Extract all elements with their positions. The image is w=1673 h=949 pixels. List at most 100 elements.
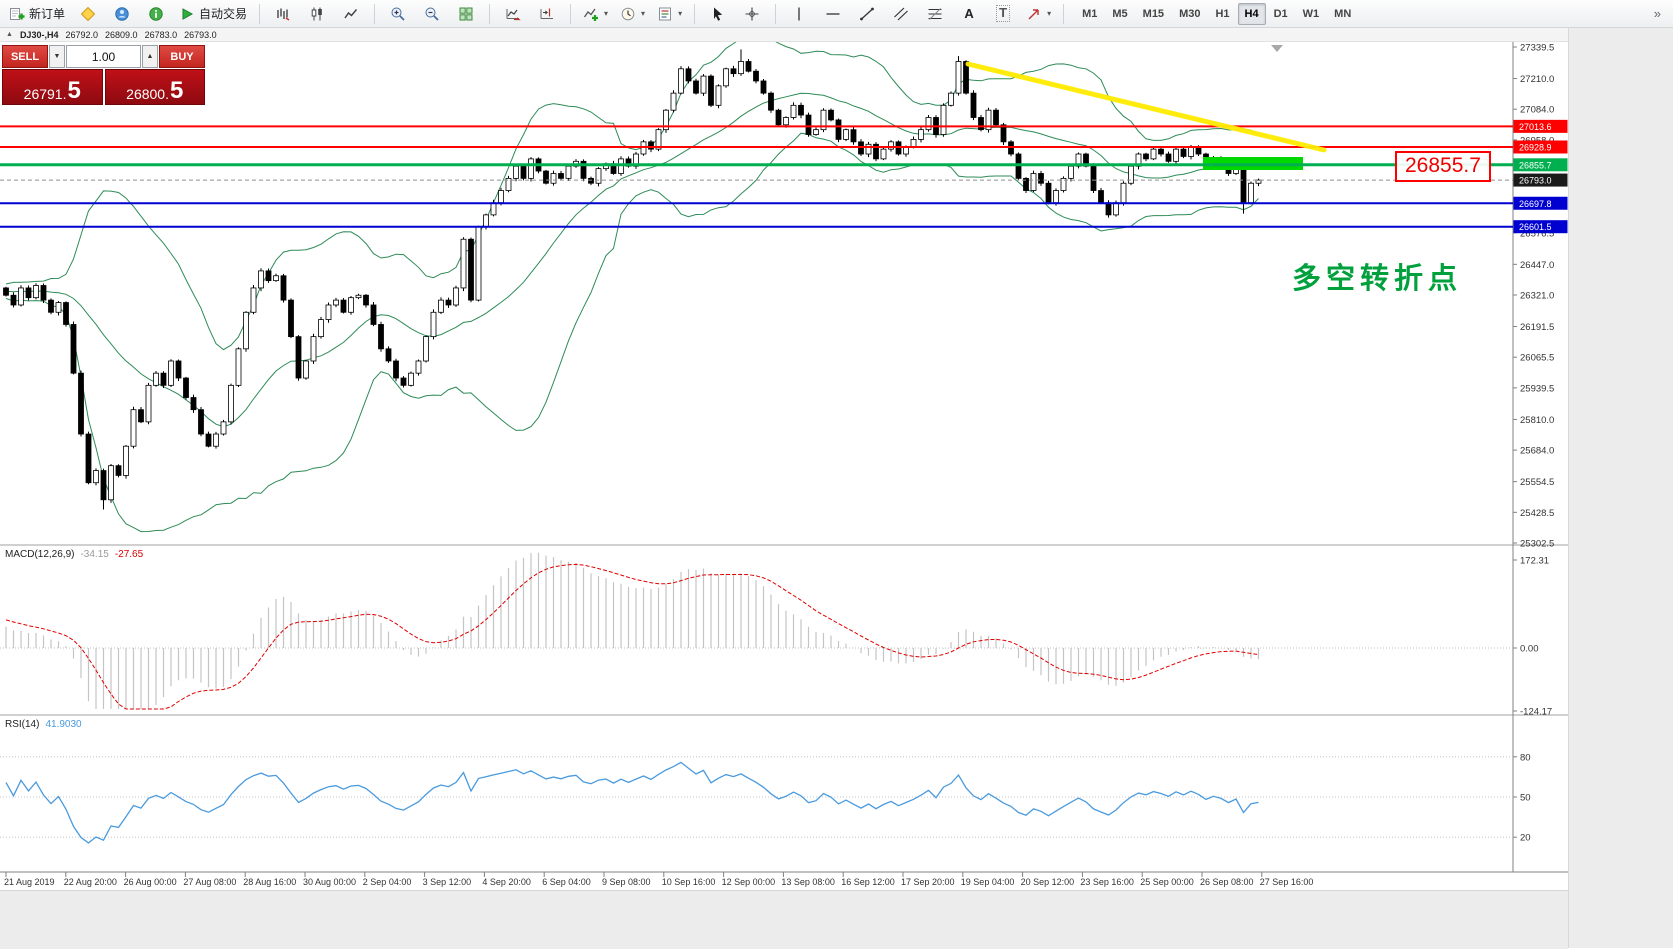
periods-button[interactable]: ▾ — [615, 2, 650, 26]
candle-body — [310, 336, 317, 362]
bollinger-middle-band — [5, 92, 1259, 428]
vertical-line-button[interactable] — [783, 2, 815, 26]
price-line-label-box — [1513, 119, 1568, 133]
timeframe-m5[interactable]: M5 — [1112, 7, 1128, 20]
candle-body — [543, 170, 549, 184]
chart-symbol-title: DJ30-,H4 — [19, 29, 59, 40]
candle-body — [1053, 190, 1059, 204]
price-tick-label: 25554.5 — [1520, 477, 1554, 488]
chart-shift-button[interactable] — [531, 2, 563, 26]
candle-body — [1158, 148, 1164, 155]
channel-button[interactable] — [885, 2, 917, 26]
chevron-down-icon: ▾ — [1047, 9, 1052, 18]
crosshair-icon — [745, 7, 759, 20]
candle-body — [730, 68, 737, 75]
fibonacci-button[interactable] — [919, 2, 951, 26]
toolbar-separator — [694, 3, 696, 24]
arrows-icon — [1028, 8, 1039, 19]
candle-body — [588, 177, 594, 184]
chevron-down-icon: ▾ — [641, 9, 646, 18]
new-order-label: 新订单 — [29, 7, 66, 21]
templates-button[interactable]: ▾ — [652, 2, 687, 26]
yellow-trendline[interactable] — [965, 61, 1327, 153]
trendline-button[interactable] — [851, 2, 883, 26]
horizontal-line-button[interactable] — [817, 2, 849, 26]
candle-body — [490, 202, 497, 216]
cursor-button[interactable] — [702, 2, 734, 26]
price-tick-label: 26447.0 — [1520, 260, 1554, 271]
timeframe-mn[interactable]: MN — [1334, 7, 1352, 20]
auto-scroll-button[interactable] — [497, 2, 529, 26]
autotrading-button[interactable]: 自动交易 — [174, 2, 252, 26]
toolbar-separator — [374, 3, 376, 24]
candle-body — [948, 92, 954, 106]
buy-price-button[interactable]: 26800. 5 — [104, 69, 205, 105]
candle-body — [595, 168, 602, 184]
candle-body — [198, 409, 204, 435]
new-order-button[interactable]: 新订单 — [4, 2, 70, 26]
candle-body — [993, 109, 999, 126]
timeframe-h4[interactable]: H4 — [1237, 2, 1266, 25]
volume-input[interactable] — [66, 45, 141, 68]
candle-body — [880, 148, 887, 160]
candle-body — [340, 299, 347, 313]
arrows-button[interactable]: ▾ — [1021, 2, 1056, 26]
buy-button[interactable]: BUY — [159, 45, 205, 68]
time-tick-label: 16 Sep 12:00 — [841, 877, 895, 887]
candle-body — [408, 372, 414, 386]
candle-body — [445, 299, 452, 306]
metaeditor-button[interactable] — [72, 2, 104, 26]
candle-body — [468, 238, 474, 301]
timeframe-d1[interactable]: D1 — [1273, 7, 1288, 20]
candle-body — [760, 80, 767, 94]
time-tick-label: 27 Sep 16:00 — [1260, 877, 1314, 887]
candle-body — [558, 173, 564, 179]
zoom-in-button[interactable] — [382, 2, 414, 26]
candle-body — [498, 190, 504, 204]
candle-body — [1165, 153, 1172, 162]
volume-decrease-button[interactable]: ▼ — [49, 45, 65, 68]
volume-increase-button[interactable]: ▲ — [142, 45, 158, 68]
candle-body — [393, 360, 399, 379]
buy-price-main: 26800. — [126, 86, 169, 102]
candle-body — [423, 336, 429, 362]
sell-button[interactable]: SELL — [2, 45, 48, 68]
timeframe-w1[interactable]: W1 — [1302, 7, 1320, 20]
price-callout[interactable]: 26855.7 — [1395, 151, 1491, 182]
tile-windows-button[interactable] — [450, 2, 482, 26]
label-tool-button[interactable]: T — [987, 2, 1019, 26]
bar-chart-button[interactable] — [267, 2, 299, 26]
candle-body — [1105, 202, 1112, 216]
candle-body — [145, 384, 152, 423]
crosshair-button[interactable] — [736, 2, 768, 26]
timeframe-h1[interactable]: H1 — [1215, 7, 1230, 20]
timeframe-m1[interactable]: M1 — [1082, 7, 1098, 20]
sell-price-button[interactable]: 26791. 5 — [2, 69, 103, 105]
candle-body — [1113, 202, 1119, 216]
zoom-out-button[interactable] — [416, 2, 448, 26]
chevron-down-icon: ▾ — [604, 9, 609, 18]
price-line-label-box — [1513, 158, 1568, 172]
timeframe-m30[interactable]: M30 — [1179, 7, 1201, 20]
chart-shift-marker — [1271, 45, 1283, 52]
price-tick-label: 26321.0 — [1520, 291, 1554, 302]
macd-name: MACD(12,26,9) — [5, 549, 75, 560]
text-tool-button[interactable]: A — [953, 2, 985, 26]
line-chart-button[interactable] — [335, 2, 367, 26]
candle-body — [228, 384, 234, 423]
indicators-button[interactable]: ▾ — [578, 2, 613, 26]
toolbar-overflow-icon[interactable]: » — [1653, 6, 1661, 21]
candle-body — [40, 285, 47, 301]
annotation-note[interactable]: 多空转折点 — [1292, 263, 1463, 295]
candle-body — [835, 119, 842, 140]
candle-body — [258, 270, 264, 289]
news-button[interactable] — [140, 2, 172, 26]
candle-body — [235, 348, 242, 386]
candle-body — [438, 299, 444, 313]
candlestick-chart-button[interactable] — [301, 2, 333, 26]
community-button[interactable] — [106, 2, 138, 26]
timeframe-m15[interactable]: M15 — [1142, 7, 1165, 20]
time-tick-label: 10 Sep 16:00 — [662, 877, 716, 887]
